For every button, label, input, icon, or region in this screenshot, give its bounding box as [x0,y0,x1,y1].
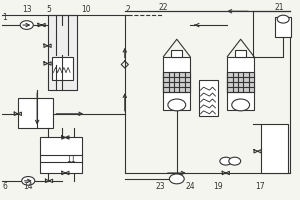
Text: 23: 23 [156,182,165,191]
Bar [164,57,190,110]
Bar [48,15,77,90]
Circle shape [22,177,35,185]
Bar [227,57,254,110]
Bar [275,17,291,37]
Bar [171,50,182,57]
Circle shape [169,174,184,184]
Text: 2: 2 [125,5,130,14]
Bar [199,80,218,116]
Text: 21: 21 [274,3,284,12]
Text: 22: 22 [159,3,168,12]
Bar [164,72,190,92]
Bar [52,57,73,80]
Circle shape [20,21,33,29]
Circle shape [277,15,289,23]
Bar [227,72,254,92]
Text: 13: 13 [22,5,32,14]
Circle shape [168,99,186,111]
Text: 19: 19 [214,182,223,191]
Circle shape [220,157,232,165]
Text: 14: 14 [23,182,33,191]
Text: 10: 10 [81,5,91,14]
Text: 11: 11 [67,155,76,164]
Circle shape [229,157,241,165]
Text: 6: 6 [2,182,7,191]
Circle shape [232,99,250,111]
Text: 5: 5 [46,5,52,14]
Bar [262,124,288,173]
Text: 1: 1 [2,13,7,22]
Text: 17: 17 [255,182,265,191]
Bar [40,137,82,173]
Text: 24: 24 [185,182,195,191]
Bar [18,98,53,128]
Bar [235,50,246,57]
